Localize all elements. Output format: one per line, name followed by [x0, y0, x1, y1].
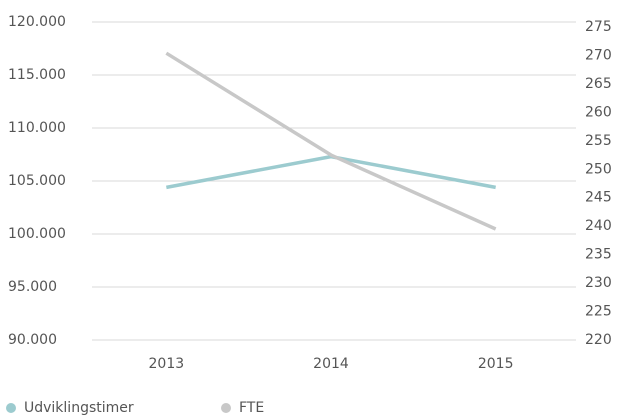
y2-tick-label: 250	[585, 161, 612, 177]
y2-tick-label: 275	[585, 19, 612, 35]
y2-tick-label: 255	[585, 133, 612, 149]
y2-tick-label: 270	[585, 47, 612, 63]
y-tick-label: 90.000	[8, 332, 57, 348]
y2-tick-label: 225	[585, 304, 612, 320]
x-tick-label: 2015	[478, 356, 514, 372]
legend-label: FTE	[239, 400, 264, 416]
y-tick-label: 105.000	[8, 173, 66, 189]
legend-marker	[6, 403, 16, 413]
series-line	[166, 154, 496, 190]
y2-tick-label: 260	[585, 104, 612, 120]
y2-tick-label: 230	[585, 275, 612, 291]
y-tick-label: 120.000	[8, 14, 66, 30]
y-tick-label: 95.000	[8, 279, 57, 295]
y-tick-label: 115.000	[8, 67, 66, 83]
x-tick-label: 2013	[149, 356, 185, 372]
legend-marker	[221, 403, 231, 413]
y-tick-label: 100.000	[8, 226, 66, 242]
x-tick-label: 2014	[313, 356, 349, 372]
y2-tick-label: 265	[585, 76, 612, 92]
y2-tick-label: 220	[585, 332, 612, 348]
legend-label: Udviklingstimer	[24, 400, 134, 416]
y2-tick-label: 245	[585, 190, 612, 206]
y-tick-label: 110.000	[8, 120, 66, 136]
series-line	[165, 51, 497, 231]
y2-tick-label: 240	[585, 218, 612, 234]
y2-tick-label: 235	[585, 247, 612, 263]
